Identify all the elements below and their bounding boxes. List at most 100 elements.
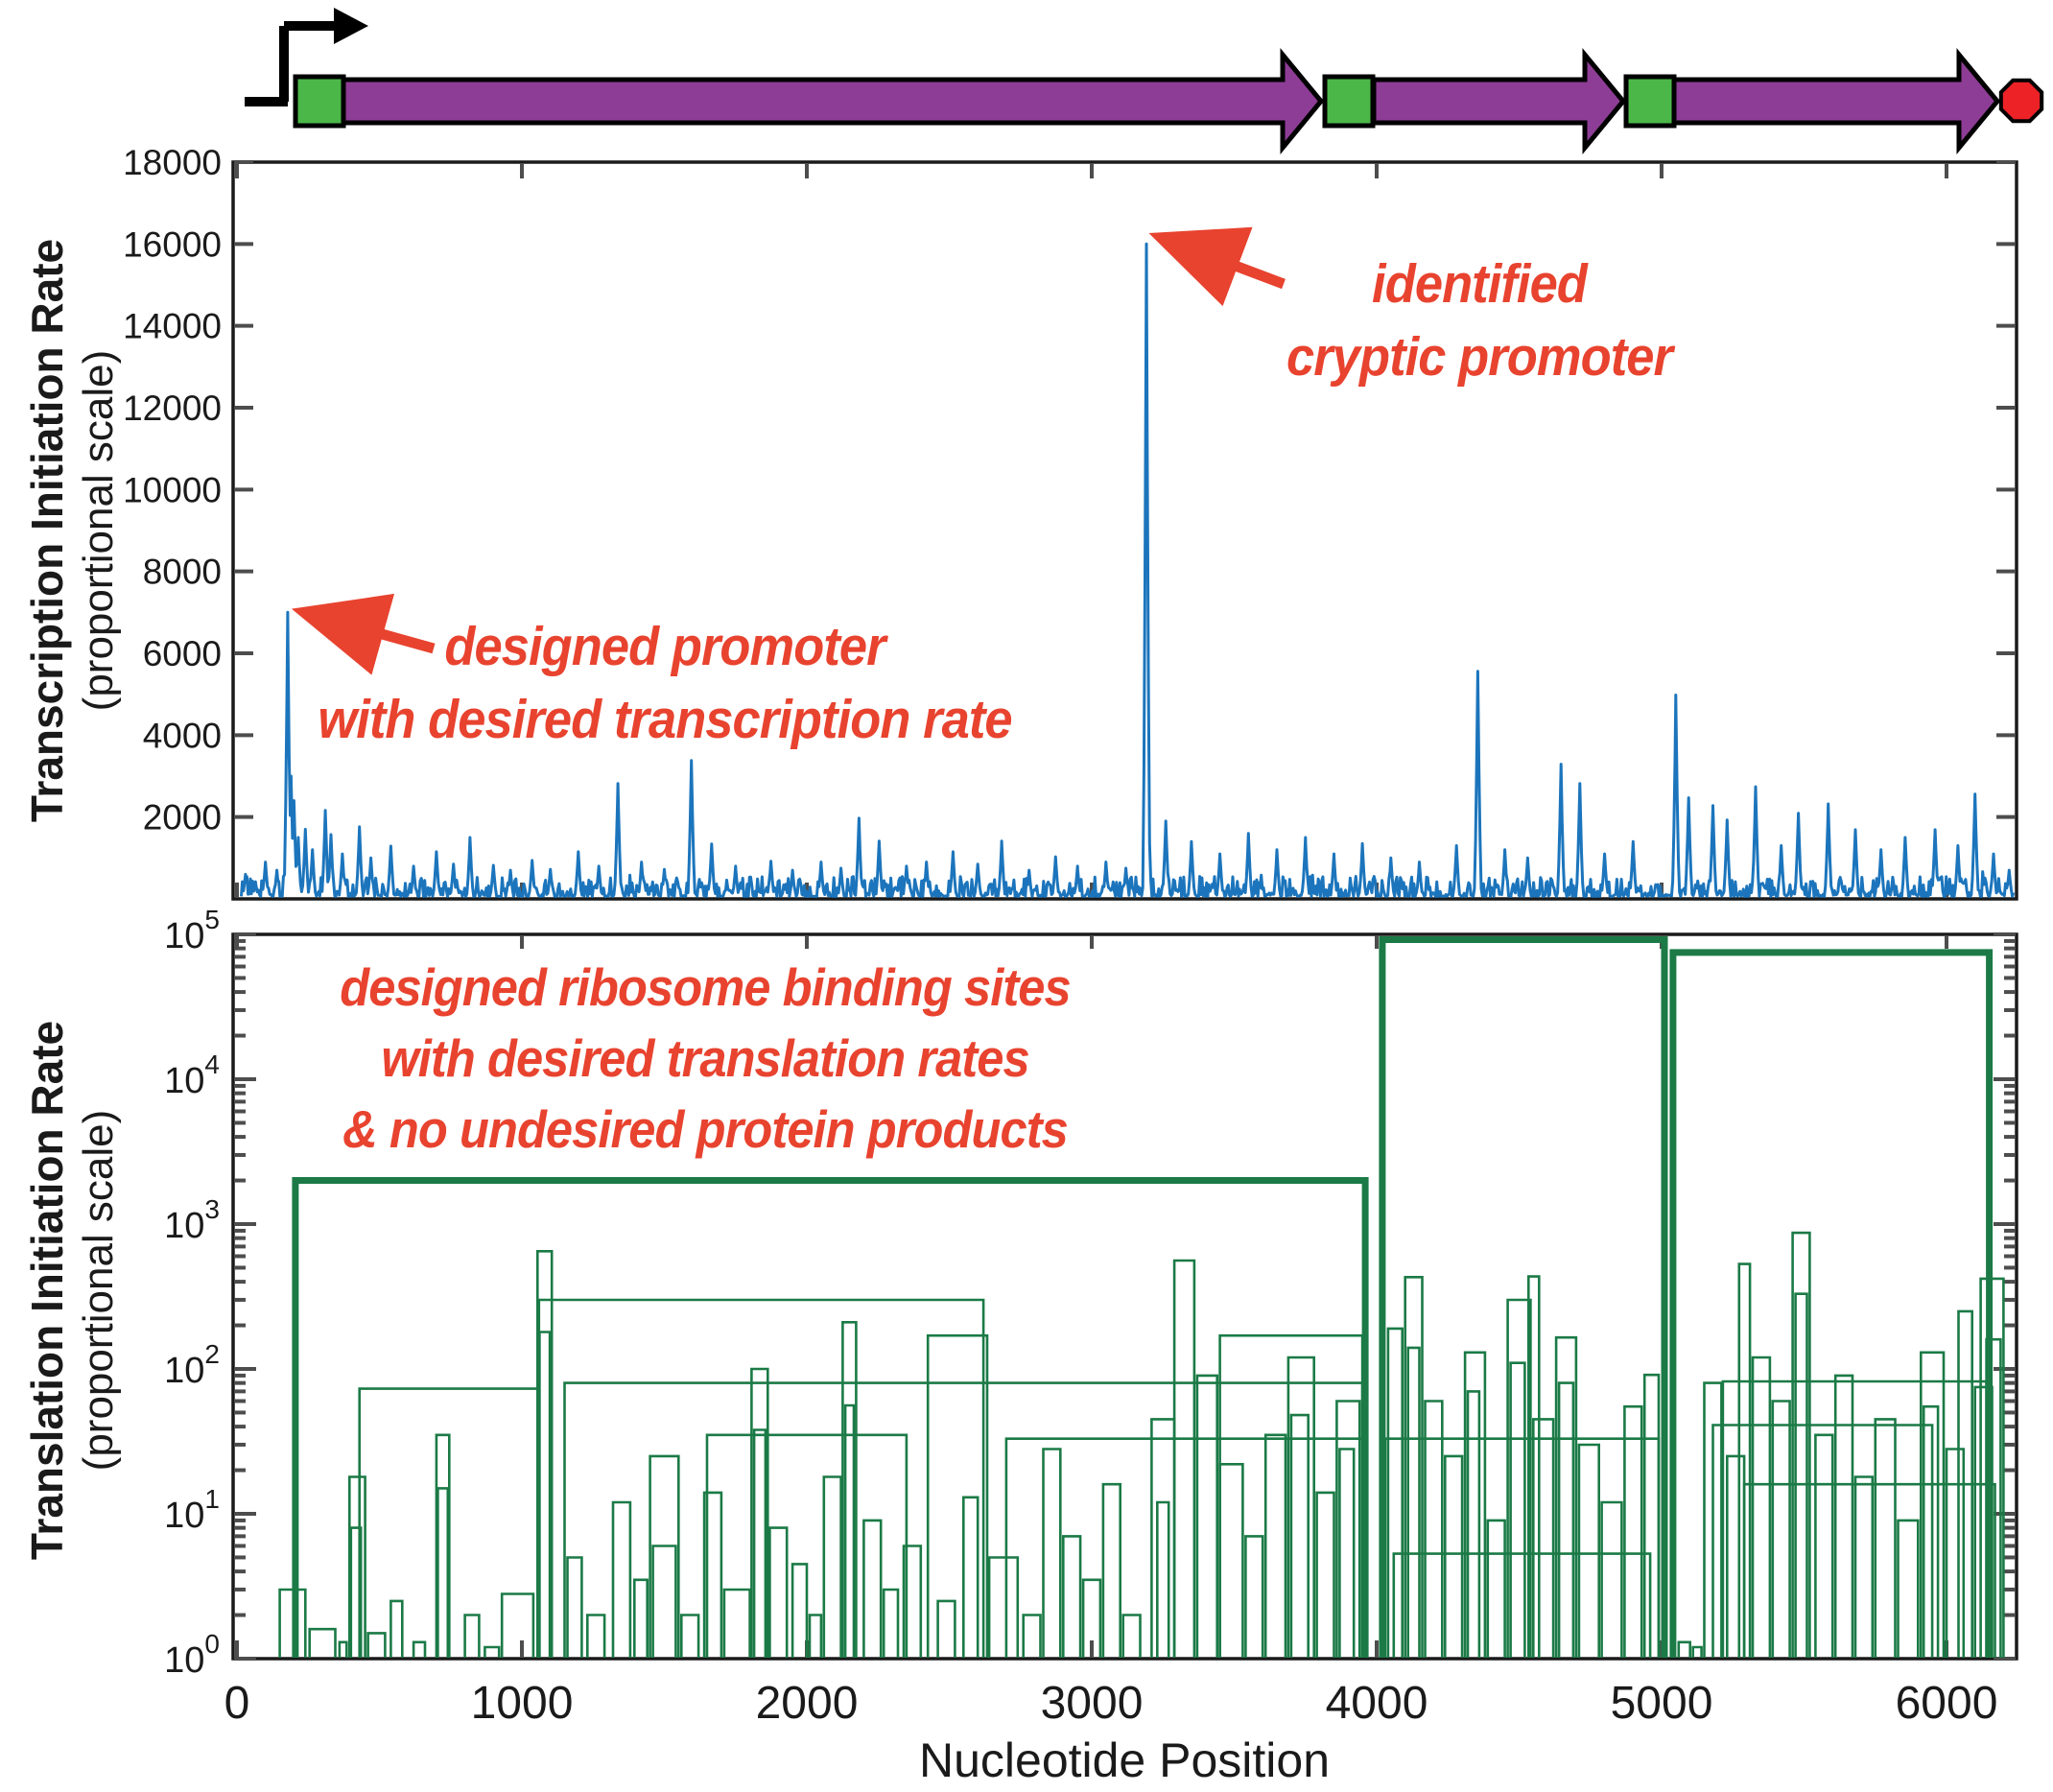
orf-rect	[1642, 1373, 1661, 1658]
construct-diagram	[245, 8, 2044, 154]
orf-rect	[843, 1403, 856, 1658]
x-tick-label: 4000	[1326, 1678, 1428, 1729]
orf-rect	[1742, 1482, 1996, 1658]
orf-rect	[649, 1454, 680, 1658]
bottom-y-axis-title-line1: Translation Initiation Rate	[22, 1020, 72, 1561]
orf-rect	[987, 1556, 1020, 1658]
annotation-cryptic-line1: identified	[1372, 253, 1588, 315]
annotation-designed-rbs: designed ribosome binding sites with des…	[303, 952, 1106, 1165]
x-tick-label: 2000	[756, 1678, 859, 1729]
orf-rect	[1957, 1309, 1973, 1658]
orf-rect	[435, 1433, 451, 1658]
designed-orf-rect	[292, 1177, 1369, 1658]
orf-rect	[1677, 1640, 1691, 1658]
orf-rect	[1244, 1535, 1264, 1658]
orf-rect	[1101, 1482, 1121, 1658]
top-plot-ticks: 2000 4000 6000 8000 10000 12000 14000 16000 1800…	[123, 143, 2016, 898]
annotation-cryptic-promoter: identified cryptic promoter	[1286, 248, 1674, 393]
annotation-cryptic-line2: cryptic promoter	[1286, 326, 1673, 388]
orf-rect	[750, 1367, 769, 1658]
orf-rect	[651, 1544, 677, 1658]
bottom-y-tick-label: 102	[164, 1339, 220, 1391]
orf-rect	[538, 1331, 552, 1658]
orf-rect	[1156, 1500, 1170, 1658]
orf-rect	[680, 1614, 700, 1658]
orf-rect	[1814, 1433, 1834, 1658]
rbs-box-icon-3	[1623, 74, 1677, 129]
bottom-y-tick-label: 104	[164, 1049, 220, 1101]
orf-rect	[1833, 1374, 1854, 1658]
top-y-axis-title-line2: (proportional scale)	[75, 349, 122, 712]
orf-rect	[611, 1500, 632, 1658]
orf-rect	[808, 1614, 823, 1658]
orf-rect	[1315, 1491, 1335, 1658]
orf-rect	[1289, 1413, 1310, 1658]
promoter-icon	[245, 8, 368, 106]
orf-rect	[1486, 1519, 1506, 1658]
orf-rect	[702, 1491, 723, 1658]
top-y-tick-label: 16000	[123, 224, 222, 264]
orf-rect	[1577, 1443, 1600, 1658]
orf-rect	[1406, 1346, 1421, 1658]
orf-rect	[1444, 1454, 1464, 1658]
orf-rect	[1338, 1448, 1356, 1658]
orf-rect	[1711, 1424, 1934, 1658]
orf-rect	[1874, 1418, 1897, 1658]
cds-arrow-icon-1	[341, 48, 1325, 154]
cds-arrow-icon-3	[1670, 48, 2001, 154]
rbs-box-icon-2	[1322, 74, 1376, 129]
transcription-rate-trace	[240, 242, 2016, 898]
orf-rect	[484, 1645, 501, 1658]
orf-rect	[1286, 1356, 1315, 1658]
orf-rect	[1623, 1404, 1643, 1658]
orf-rect	[1794, 1292, 1808, 1658]
x-tick-label: 6000	[1896, 1678, 1998, 1729]
orf-rect	[633, 1578, 649, 1658]
orf-rect	[348, 1475, 366, 1658]
designed-orf-rect	[1379, 936, 1668, 1658]
top-y-tick-label: 6000	[143, 634, 222, 673]
orf-rect	[962, 1496, 979, 1658]
orf-rect	[1691, 1645, 1703, 1658]
orf-rect	[1404, 1276, 1424, 1658]
top-y-axis-title-line1: Transcription Initiation Rate	[22, 238, 72, 823]
orf-rect	[752, 1428, 767, 1658]
orf-rect	[1509, 1361, 1526, 1658]
annotation-designed-promoter: designed promoter with desired transcrip…	[307, 610, 1022, 756]
orf-rect	[1920, 1351, 1946, 1658]
top-y-tick-label: 12000	[123, 389, 222, 428]
top-y-tick-label: 8000	[143, 553, 222, 592]
top-y-tick-label: 4000	[143, 716, 222, 755]
orf-rect	[926, 1333, 989, 1658]
orf-rect	[1853, 1475, 1875, 1658]
orf-rect	[862, 1519, 883, 1658]
annotation-arrow-2	[291, 593, 436, 675]
orf-rect	[1897, 1519, 1920, 1658]
orf-rect	[841, 1321, 858, 1658]
annotation-designed-line1: designed promoter	[444, 616, 885, 677]
orf-rect	[463, 1614, 481, 1658]
top-y-tick-label: 2000	[143, 798, 222, 837]
orf-rect	[1791, 1231, 1811, 1658]
orf-rect	[1081, 1578, 1102, 1658]
orf-rect	[1042, 1448, 1062, 1658]
cds-arrow-icon-2	[1371, 48, 1627, 154]
orf-rect	[1554, 1335, 1578, 1658]
x-tick-label: 3000	[1041, 1678, 1144, 1729]
bottom-plot-ticks: 100 101 102 103 104 105 0 1000 2000 3000 4000 5000 6…	[164, 905, 2016, 1729]
annotation-rbs-line2: with desired translation rates	[381, 1028, 1029, 1088]
orf-rect	[1751, 1356, 1772, 1658]
orf-rect	[1121, 1614, 1142, 1658]
orf-rect	[412, 1640, 427, 1658]
orf-rect	[1532, 1418, 1555, 1658]
orf-rect	[1771, 1400, 1791, 1658]
annotation-designed-line2: with desired transcription rate	[318, 689, 1012, 750]
terminator-icon	[1998, 78, 2044, 124]
orf-rect	[902, 1544, 923, 1658]
orf-rect	[500, 1592, 535, 1658]
orf-rect	[349, 1526, 363, 1658]
top-y-tick-label: 14000	[123, 307, 222, 346]
bottom-y-tick-label: 100	[164, 1629, 220, 1681]
annotation-rbs-line1: designed ribosome binding sites	[340, 957, 1071, 1017]
orf-rect	[1263, 1433, 1287, 1658]
